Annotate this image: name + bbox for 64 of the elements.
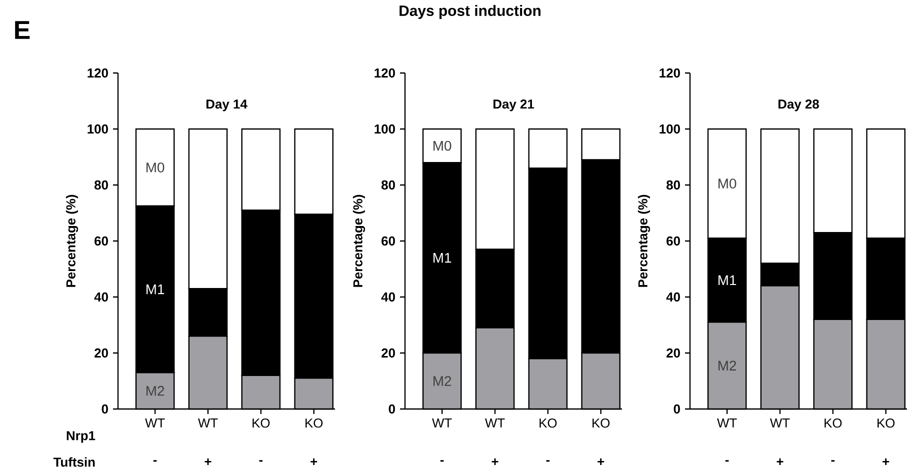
y-tick-label: 40 bbox=[666, 292, 680, 302]
x-tick-label: WT bbox=[198, 418, 218, 428]
text: - bbox=[440, 460, 444, 462]
series-label: M2 bbox=[146, 386, 164, 396]
x-tick-label: KO bbox=[824, 418, 842, 428]
text: Day 21 bbox=[493, 99, 534, 112]
y-tick-label: 80 bbox=[94, 180, 108, 190]
series-label: M2 bbox=[718, 360, 736, 370]
text: - bbox=[259, 460, 263, 462]
text: - bbox=[725, 460, 729, 462]
x-tick-label: KO bbox=[306, 418, 323, 428]
y-tick-label: 60 bbox=[666, 236, 680, 246]
x-tick-label: WT bbox=[432, 418, 452, 428]
text: - bbox=[153, 460, 157, 462]
text: Days post induction bbox=[400, 5, 540, 19]
series-label: M1 bbox=[434, 253, 452, 263]
x-tick-label: WT bbox=[717, 418, 737, 428]
text: Day 28 bbox=[778, 99, 819, 112]
x-tick-label: KO bbox=[540, 418, 557, 428]
text: + bbox=[776, 458, 784, 465]
text: - bbox=[831, 460, 835, 462]
series-label: M1 bbox=[146, 284, 164, 294]
x-tick-label: KO bbox=[252, 418, 270, 428]
y-axis-title: Percentage (%) bbox=[66, 194, 78, 287]
y-tick-label: 0 bbox=[388, 404, 395, 414]
series-label: M0 bbox=[434, 140, 452, 151]
y-axis-title: Percentage (%) bbox=[352, 194, 366, 287]
text: Day 14 bbox=[206, 100, 248, 112]
y-tick-label: 20 bbox=[94, 348, 108, 358]
x-tick-label: KO bbox=[878, 418, 895, 428]
series-label: M0 bbox=[146, 162, 164, 172]
text: + bbox=[204, 458, 212, 465]
y-tick-label: 120 bbox=[374, 68, 395, 78]
y-tick-label: 100 bbox=[88, 124, 108, 134]
y-tick-label: 60 bbox=[94, 236, 108, 246]
y-tick-label: 120 bbox=[88, 68, 108, 78]
x-tick-label: WT bbox=[770, 418, 790, 428]
y-tick-label: 20 bbox=[382, 348, 395, 358]
series-label: M1 bbox=[718, 275, 736, 285]
y-tick-label: 80 bbox=[381, 180, 395, 190]
x-tick-label: WT bbox=[484, 418, 505, 428]
y-tick-label: 40 bbox=[94, 292, 108, 302]
y-tick-label: 100 bbox=[660, 124, 680, 134]
y-tick-label: 0 bbox=[674, 404, 680, 414]
text: - bbox=[546, 460, 550, 462]
x-tick-label: WT bbox=[145, 418, 165, 428]
y-tick-label: 80 bbox=[666, 180, 680, 190]
y-tick-label: 60 bbox=[382, 236, 395, 246]
y-tick-label: 120 bbox=[660, 68, 680, 78]
y-tick-label: 0 bbox=[102, 404, 108, 414]
text: + bbox=[598, 458, 604, 465]
y-axis-title: Percentage (%) bbox=[638, 194, 650, 287]
y-tick-label: 20 bbox=[666, 348, 680, 358]
text: + bbox=[882, 458, 890, 465]
series-label: M2 bbox=[434, 376, 452, 386]
y-tick-label: 40 bbox=[381, 292, 395, 302]
x-tick-label: KO bbox=[592, 418, 610, 428]
text: + bbox=[310, 458, 318, 465]
y-tick-label: 100 bbox=[374, 124, 395, 134]
text: Nrp1 bbox=[66, 431, 96, 443]
text: Tuftsin bbox=[53, 457, 95, 467]
text: E bbox=[15, 21, 30, 39]
text: + bbox=[492, 458, 498, 465]
series-label: M0 bbox=[718, 178, 736, 189]
